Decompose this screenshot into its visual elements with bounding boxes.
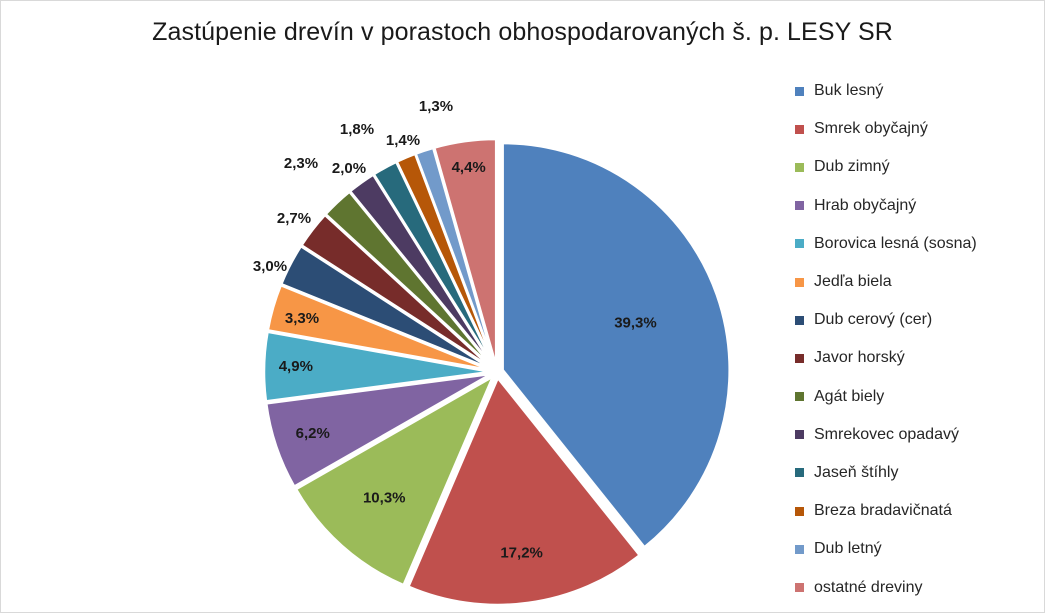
slice-data-label: 1,4% bbox=[386, 132, 420, 149]
legend-label: Breza bradavičnatá bbox=[814, 502, 952, 520]
legend-swatch bbox=[795, 430, 804, 440]
chart-title: Zastúpenie drevín v porastoch obhospodar… bbox=[152, 18, 893, 46]
pie-slice bbox=[264, 372, 493, 488]
slice-data-label: 3,3% bbox=[285, 310, 319, 327]
legend-swatch bbox=[795, 468, 804, 478]
legend-label: Dub letný bbox=[814, 540, 882, 558]
legend-swatch bbox=[795, 86, 804, 96]
slice-data-label: 4,9% bbox=[279, 358, 313, 375]
legend-item: Dub letný bbox=[795, 530, 977, 568]
slice-data-label: 6,2% bbox=[296, 425, 330, 442]
legend-label: ostatné dreviny bbox=[814, 578, 923, 596]
legend-item: Buk lesný bbox=[795, 72, 977, 110]
legend-swatch bbox=[795, 162, 804, 172]
legend-label: Javor horský bbox=[814, 349, 905, 367]
legend-item: Breza bradavičnatá bbox=[795, 492, 977, 530]
pie-slice bbox=[433, 137, 498, 368]
legend-swatch bbox=[795, 239, 804, 249]
pie-slice bbox=[262, 330, 493, 403]
slice-data-label: 4,4% bbox=[452, 159, 486, 176]
legend-label: Jedľa biela bbox=[814, 273, 892, 291]
slice-data-label: 1,8% bbox=[340, 121, 374, 138]
legend-swatch bbox=[795, 277, 804, 287]
legend-item: Jaseň štíhly bbox=[795, 454, 977, 492]
legend-label: Borovica lesná (sosna) bbox=[814, 234, 977, 252]
pie-slice bbox=[294, 375, 495, 587]
legend-label: Jaseň štíhly bbox=[814, 463, 899, 481]
slice-data-label: 3,0% bbox=[253, 258, 287, 275]
legend-item: Hrab obyčajný bbox=[795, 187, 977, 225]
legend-swatch bbox=[795, 506, 804, 516]
pie-slice bbox=[407, 376, 641, 607]
legend-swatch bbox=[795, 315, 804, 325]
legend-swatch bbox=[795, 583, 804, 593]
slice-data-label: 39,3% bbox=[614, 314, 657, 331]
slice-data-label: 2,3% bbox=[284, 155, 318, 172]
legend-swatch bbox=[795, 544, 804, 554]
legend-item: Smrekovec opadavý bbox=[795, 416, 977, 454]
chart-legend: Buk lesný Smrek obyčajný Dub zimný Hrab oby… bbox=[795, 72, 977, 607]
slice-data-label: 10,3% bbox=[363, 489, 406, 506]
legend-label: Agát biely bbox=[814, 387, 885, 405]
legend-swatch bbox=[795, 392, 804, 402]
legend-label: Dub cerový (cer) bbox=[814, 311, 933, 329]
legend-item: Jedľa biela bbox=[795, 263, 977, 301]
legend-label: Buk lesný bbox=[814, 82, 884, 100]
legend-item: Dub cerový (cer) bbox=[795, 301, 977, 339]
slice-data-label: 2,7% bbox=[277, 210, 311, 227]
slice-data-label: 1,3% bbox=[419, 98, 453, 115]
legend-item: Smrek obyčajný bbox=[795, 110, 977, 148]
legend-label: Hrab obyčajný bbox=[814, 196, 917, 214]
legend-item: Javor horský bbox=[795, 339, 977, 377]
legend-swatch bbox=[795, 124, 804, 134]
slice-data-label: 17,2% bbox=[500, 544, 543, 561]
legend-label: Smrekovec opadavý bbox=[814, 425, 959, 443]
pie-slice bbox=[501, 141, 731, 549]
legend-label: Smrek obyčajný bbox=[814, 120, 928, 138]
legend-item: Agát biely bbox=[795, 378, 977, 416]
legend-swatch bbox=[795, 201, 804, 211]
slice-data-label: 2,0% bbox=[332, 160, 366, 177]
legend-item: ostatné dreviny bbox=[795, 568, 977, 606]
legend-item: Borovica lesná (sosna) bbox=[795, 225, 977, 263]
legend-swatch bbox=[795, 353, 804, 363]
legend-label: Dub zimný bbox=[814, 158, 890, 176]
legend-item: Dub zimný bbox=[795, 148, 977, 186]
